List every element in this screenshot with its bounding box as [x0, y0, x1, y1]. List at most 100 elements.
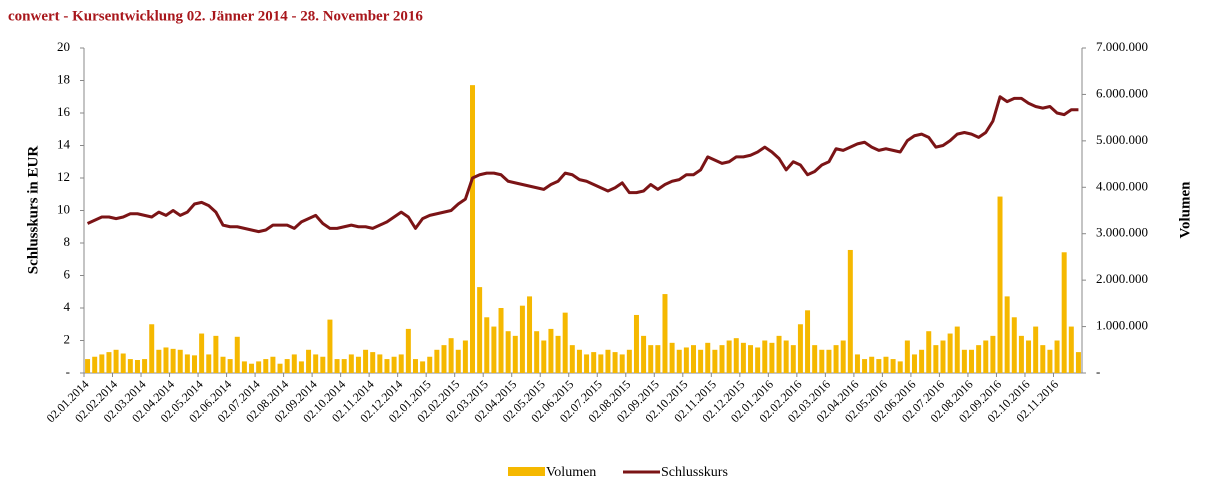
volume-bar	[213, 335, 219, 373]
volume-bar	[320, 356, 326, 373]
volume-bar	[847, 249, 853, 373]
volume-bar	[99, 354, 105, 373]
volume-bar	[170, 348, 176, 373]
volume-bar	[249, 363, 255, 373]
volume-bar	[919, 349, 925, 373]
volume-bar	[149, 324, 155, 373]
volume-bar	[298, 361, 304, 373]
legend-swatch	[508, 467, 545, 476]
volume-bar	[370, 352, 376, 373]
volume-bar	[683, 347, 689, 373]
volume-bar	[698, 349, 704, 373]
volume-bar	[641, 335, 647, 373]
volume-bar	[961, 349, 967, 373]
volume-bar	[562, 312, 568, 373]
volume-bar	[897, 361, 903, 373]
volume-bar	[412, 359, 418, 373]
volume-bar	[969, 349, 975, 373]
y-tick-label: 6	[64, 266, 71, 281]
y-tick-label: 4	[64, 299, 71, 314]
volume-bar	[498, 308, 504, 373]
volume-bar	[840, 340, 846, 373]
volume-bar	[862, 359, 868, 373]
volume-bar	[391, 356, 397, 373]
volume-bar	[790, 345, 796, 373]
y2-tick-label: 1.000.000	[1096, 318, 1148, 333]
volume-bar	[1004, 296, 1010, 373]
volume-bar	[313, 354, 319, 373]
volume-bar	[405, 328, 411, 373]
legend-label: Volumen	[546, 465, 596, 480]
volume-bar	[762, 340, 768, 373]
volume-bar	[284, 359, 290, 373]
volume-bar	[206, 354, 212, 373]
y2-tick-label: 3.000.000	[1096, 225, 1148, 240]
y2-tick-label: 4.000.000	[1096, 178, 1148, 193]
price-line	[86, 95, 1079, 234]
y-axis-title: Schlusskurs in EUR	[25, 146, 41, 275]
volume-bar	[334, 359, 340, 373]
volume-bar	[427, 356, 433, 373]
volume-bar	[120, 353, 126, 373]
volume-bar	[505, 331, 511, 373]
volume-bar	[1054, 340, 1060, 373]
volume-bar	[797, 324, 803, 373]
volume-bar	[519, 305, 525, 373]
volume-bar	[819, 349, 825, 373]
volume-bar	[869, 356, 875, 373]
volume-bar	[177, 349, 183, 373]
volume-bar	[256, 361, 262, 373]
volume-bar	[241, 361, 247, 373]
volume-bar	[1068, 326, 1074, 373]
volume-bar	[1040, 345, 1046, 373]
volume-bar	[234, 336, 240, 373]
volume-bar	[983, 340, 989, 373]
volume-bar	[512, 335, 518, 373]
volume-bar	[705, 342, 711, 373]
y-tick-label: 16	[57, 104, 71, 119]
volume-bar	[1061, 252, 1067, 373]
volume-bar	[291, 354, 297, 373]
volume-bar	[184, 354, 190, 373]
volume-bar	[726, 340, 732, 373]
volume-bar	[1075, 352, 1081, 373]
volume-bar	[263, 359, 269, 373]
volume-bar	[612, 352, 618, 373]
volume-bar	[598, 354, 604, 373]
volume-bar	[1018, 335, 1024, 373]
volume-bar	[876, 359, 882, 373]
volume-bar	[569, 345, 575, 373]
volume-bar	[355, 356, 361, 373]
volume-bar	[655, 345, 661, 373]
volume-bar	[833, 345, 839, 373]
volume-bar	[740, 342, 746, 373]
y-tick-label: 20	[57, 39, 70, 54]
volume-bar	[548, 328, 554, 373]
volume-bar	[462, 340, 468, 373]
volume-bar	[441, 345, 447, 373]
volume-bar	[541, 340, 547, 373]
volume-bar	[904, 340, 910, 373]
volume-bar	[619, 354, 625, 373]
volume-bar	[398, 354, 404, 373]
volume-bar	[1026, 340, 1032, 373]
volume-bar	[783, 340, 789, 373]
volume-bar	[277, 363, 283, 373]
volume-bar	[420, 361, 426, 373]
volume-bar	[270, 356, 276, 373]
volume-bar	[127, 359, 133, 373]
y2-tick-label: 7.000.000	[1096, 39, 1148, 54]
volume-bar	[690, 345, 696, 373]
volume-bar	[363, 349, 369, 373]
volume-bar	[676, 349, 682, 373]
volume-bar	[555, 335, 561, 373]
volume-bar	[626, 349, 632, 373]
volume-bar	[191, 355, 197, 373]
volume-bar	[142, 359, 148, 373]
volume-bar	[106, 352, 112, 373]
y-tick-label: 12	[57, 169, 70, 184]
volume-bar	[954, 326, 960, 373]
volume-bar	[933, 345, 939, 373]
volume-bar	[883, 356, 889, 373]
volume-bar	[220, 356, 226, 373]
